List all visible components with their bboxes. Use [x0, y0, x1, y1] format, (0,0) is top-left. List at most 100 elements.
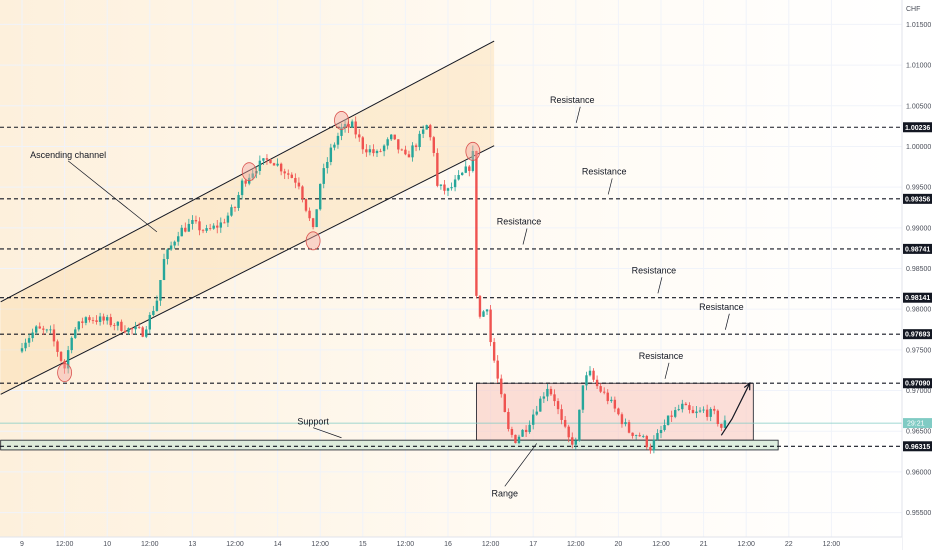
- candle-body: [180, 227, 183, 237]
- candle-body: [169, 245, 173, 250]
- x-tick-label: 12:00: [652, 541, 670, 548]
- annotation-pointer: [664, 362, 670, 379]
- candle-body: [42, 328, 45, 330]
- candle-body: [553, 394, 556, 402]
- current-price-label: 29:21: [907, 421, 925, 428]
- candle-body: [443, 184, 446, 191]
- annotation-label: Resistance: [550, 95, 595, 105]
- touch-circle: [241, 162, 257, 182]
- candle-body: [322, 168, 325, 184]
- candle-body: [372, 149, 375, 154]
- level-tag: [903, 441, 932, 452]
- candle-body: [539, 398, 542, 412]
- candle-body: [208, 228, 212, 229]
- candle-body: [361, 137, 364, 150]
- candle-body: [436, 152, 439, 186]
- y-tick-label: 1.00500: [906, 103, 931, 110]
- candle-body: [311, 218, 315, 228]
- candle-body: [517, 436, 521, 444]
- candle-body: [439, 184, 443, 186]
- level-label: 0.97693: [905, 332, 930, 339]
- candle-body: [52, 329, 56, 342]
- x-tick-label: 12:00: [226, 541, 244, 548]
- annotation-pointer: [67, 160, 158, 233]
- candle-body: [130, 328, 134, 330]
- candle-body: [556, 401, 560, 410]
- level-label: 0.97090: [905, 381, 930, 388]
- candle-body: [276, 163, 279, 166]
- forecast-arrowhead: [743, 381, 751, 391]
- y-tick-label: 0.98500: [906, 266, 931, 273]
- y-tick-label: 0.99000: [906, 225, 931, 232]
- candle-body: [624, 422, 627, 425]
- y-tick-label: 1.01500: [906, 22, 931, 29]
- candle-body: [390, 134, 393, 140]
- candle-body: [56, 341, 59, 352]
- candle-body: [723, 420, 727, 428]
- candle-body: [475, 150, 478, 296]
- candle-body: [127, 328, 130, 333]
- candle-body: [333, 144, 336, 148]
- x-tick-label: 12:00: [823, 541, 841, 548]
- candle-body: [535, 411, 538, 415]
- candle-body: [716, 410, 719, 425]
- candle-body: [365, 149, 368, 153]
- candle-body: [638, 435, 641, 437]
- candle-body: [720, 424, 723, 428]
- candle-body: [74, 329, 77, 338]
- candle-body: [159, 279, 162, 301]
- level-label: 0.98141: [905, 295, 930, 302]
- candle-body: [421, 129, 425, 134]
- candle-body: [106, 317, 109, 321]
- annotation-label: Ascending channel: [30, 150, 106, 160]
- candle-body: [173, 241, 176, 246]
- x-tick-label: 14: [274, 541, 282, 548]
- x-tick-label: 9: [20, 541, 24, 548]
- candle-body: [563, 419, 567, 427]
- y-tick-label: 0.96500: [906, 429, 931, 436]
- candle-body: [219, 222, 222, 228]
- annotation-label: Resistance: [497, 216, 542, 226]
- candle-body: [485, 309, 489, 312]
- y-tick-label: 0.96000: [906, 469, 931, 476]
- annotation-label: Support: [297, 417, 329, 427]
- candle-body: [319, 183, 322, 210]
- candle-body: [652, 439, 656, 451]
- candle-body: [109, 317, 112, 326]
- x-tick-label: 15: [359, 541, 367, 548]
- candle-body: [184, 227, 187, 232]
- candle-body: [237, 195, 240, 208]
- touch-circle: [465, 141, 481, 161]
- x-tick-label: 16: [444, 541, 452, 548]
- candle-body: [429, 125, 432, 138]
- candle-body: [642, 436, 645, 437]
- candle-body: [354, 121, 357, 135]
- candle-body: [631, 432, 634, 436]
- candle-body: [450, 187, 453, 189]
- candle-body: [35, 326, 38, 333]
- level-tag: [903, 193, 932, 204]
- candle-body: [287, 173, 290, 175]
- candle-body: [478, 295, 482, 317]
- candle-body: [88, 317, 91, 321]
- candle-body: [514, 434, 517, 444]
- annotation-label: Resistance: [582, 166, 627, 176]
- level-tag: [903, 122, 932, 133]
- price-axis[interactable]: [902, 0, 932, 550]
- candle-body: [155, 300, 159, 311]
- candle-body: [230, 207, 233, 216]
- candle-body: [113, 325, 116, 326]
- candle-body: [201, 230, 205, 232]
- level-tag: [903, 292, 932, 303]
- candle-body: [216, 225, 219, 228]
- time-axis[interactable]: [0, 537, 902, 550]
- y-tick-label: 0.95500: [906, 510, 931, 517]
- candle-body: [713, 408, 716, 411]
- candle-body: [496, 360, 499, 379]
- channel-fill: [0, 41, 495, 395]
- candle-body: [91, 320, 95, 321]
- candle-body: [461, 172, 464, 176]
- candle-body: [191, 220, 194, 224]
- candle-body: [414, 145, 418, 148]
- candle-body: [691, 409, 695, 414]
